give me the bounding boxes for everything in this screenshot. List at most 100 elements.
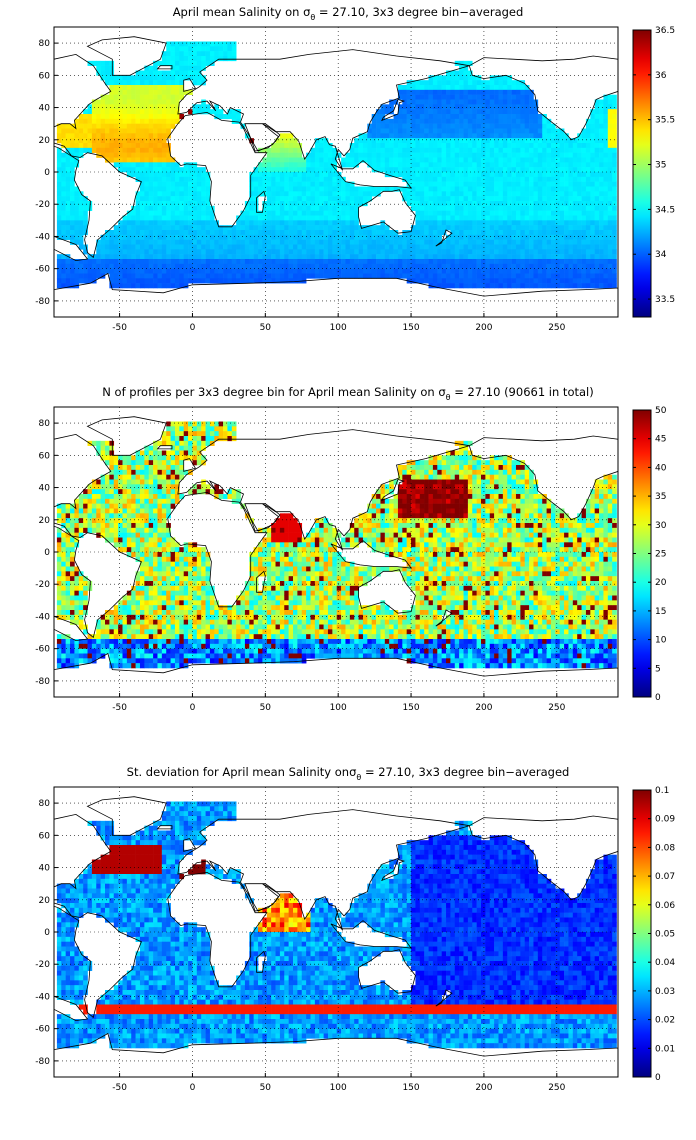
bin-cell — [529, 167, 534, 173]
bin-cell — [139, 162, 145, 168]
bin-cell — [581, 191, 587, 197]
bin-cell — [467, 215, 473, 221]
bin-cell — [258, 225, 263, 231]
bin-cell — [271, 254, 276, 260]
bin-cell — [454, 80, 460, 86]
bin-cell — [61, 648, 66, 654]
bin-cell — [502, 176, 508, 182]
bin-cell — [612, 152, 617, 158]
bin-cell — [498, 104, 504, 110]
bin-cell — [612, 138, 617, 144]
bin-cell — [231, 46, 237, 52]
bin-cell — [118, 639, 123, 645]
y-tick-label: 80 — [39, 39, 51, 49]
bin-cell — [507, 133, 512, 139]
bin-cell — [481, 215, 486, 221]
bin-cell — [157, 278, 163, 284]
bin-cell — [91, 114, 97, 120]
bin-cell — [170, 234, 176, 240]
bin-cell — [135, 643, 141, 649]
bin-cell — [74, 152, 80, 158]
bin-cell — [56, 508, 62, 514]
bin-cell — [494, 249, 499, 255]
bin-cell — [271, 162, 276, 168]
bin-cell — [83, 600, 88, 606]
bin-cell — [419, 80, 425, 86]
bin-cell — [467, 162, 473, 168]
bin-cell — [126, 143, 132, 149]
bin-cell — [594, 210, 600, 216]
bin-cell — [161, 191, 167, 197]
bin-cell — [157, 109, 163, 115]
bin-cell — [590, 278, 595, 284]
bin-cell — [603, 138, 609, 144]
bin-cell — [139, 273, 145, 279]
bin-cell — [148, 249, 154, 255]
bin-cell — [542, 249, 547, 255]
bin-cell — [105, 474, 110, 480]
bin-cell — [511, 205, 517, 211]
bin-cell — [122, 484, 128, 490]
bin-cell — [358, 244, 364, 250]
bin-cell — [406, 167, 412, 173]
bin-cell — [314, 162, 320, 168]
bin-cell — [371, 249, 377, 255]
bin-cell — [201, 278, 206, 284]
bin-cell — [415, 128, 421, 134]
bin-cell — [113, 85, 119, 91]
bin-cell — [227, 249, 233, 255]
bin-cell — [599, 99, 604, 105]
bin-cell — [258, 172, 263, 178]
bin-cell — [376, 143, 381, 149]
bin-cell — [306, 234, 311, 240]
bin-cell — [424, 278, 429, 284]
bin-cell — [131, 552, 136, 558]
bin-cell — [485, 147, 491, 153]
bin-cell — [144, 176, 150, 182]
bin-cell — [70, 205, 75, 211]
bin-cell — [463, 230, 469, 236]
bin-cell — [139, 220, 145, 226]
bin-cell — [450, 147, 456, 153]
bin-cell — [332, 254, 338, 260]
bin-cell — [214, 234, 219, 240]
bin-cell — [472, 104, 477, 110]
bin-cell — [201, 201, 206, 207]
bin-cell — [293, 230, 298, 236]
bin-cell — [100, 263, 106, 269]
bin-cell — [100, 484, 106, 490]
bin-cell — [65, 230, 71, 236]
bin-cell — [376, 191, 381, 197]
bin-cell — [550, 273, 556, 279]
bin-cell — [537, 128, 543, 134]
bin-cell — [131, 648, 136, 654]
bin-cell — [56, 176, 62, 182]
bin-cell — [61, 205, 66, 211]
bin-cell — [336, 176, 342, 182]
bin-cell — [481, 234, 486, 240]
panel-title: N of profiles per 3x3 degree bin for Apr… — [102, 385, 593, 402]
bin-cell — [367, 191, 372, 197]
bin-cell — [467, 133, 473, 139]
bin-cell — [214, 109, 219, 115]
bin-cell — [78, 133, 84, 139]
bin-cell — [424, 118, 429, 124]
bin-cell — [223, 268, 228, 274]
bin-cell — [511, 176, 517, 182]
bin-cell — [122, 643, 128, 649]
bin-cell — [91, 99, 97, 105]
bin-cell — [118, 259, 123, 265]
bin-cell — [581, 172, 587, 178]
bin-cell — [511, 104, 517, 110]
bin-cell — [585, 143, 591, 149]
bin-cell — [564, 234, 569, 240]
bin-cell — [205, 181, 211, 187]
bin-cell — [170, 89, 176, 95]
bin-cell — [157, 147, 163, 153]
bin-cell — [205, 278, 211, 284]
bin-cell — [581, 283, 587, 289]
bin-cell — [262, 186, 268, 192]
bin-cell — [520, 283, 526, 289]
bin-cell — [153, 181, 158, 187]
bin-cell — [459, 273, 464, 279]
